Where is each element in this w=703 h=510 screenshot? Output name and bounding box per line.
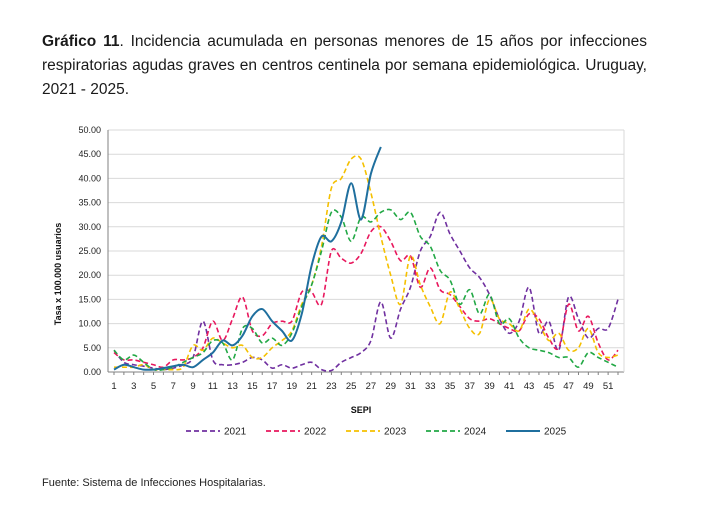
- series-line-2021: [113, 211, 619, 372]
- x-tick-label: 15: [247, 381, 258, 392]
- y-tick-label: 30.00: [78, 222, 101, 232]
- x-tick-label: 19: [287, 381, 298, 392]
- x-tick-label: 21: [306, 381, 317, 392]
- caption-text: . Incidencia acumulada en personas menor…: [42, 33, 647, 98]
- legend-label-2023: 2023: [384, 427, 407, 438]
- x-tick-label: 47: [563, 381, 574, 392]
- x-tick-label: 7: [171, 381, 176, 392]
- y-tick-label: 50.00: [78, 125, 101, 135]
- x-tick-label: 23: [326, 381, 337, 392]
- y-tick-label: 10.00: [78, 319, 101, 329]
- source-note: Fuente: Sistema de Infecciones Hospitala…: [42, 477, 266, 489]
- x-tick-label: 17: [267, 381, 278, 392]
- x-tick-label: 11: [208, 381, 218, 392]
- caption-label: Gráfico 11: [42, 33, 120, 50]
- x-tick-label: 25: [346, 381, 357, 392]
- x-tick-label: 33: [425, 381, 436, 392]
- y-axis-ticks: 0.00 5.00 10.00 15.00 20.00 25.00 30.00 35.00 40…: [78, 125, 101, 377]
- y-tick-label: 40.00: [78, 173, 101, 183]
- x-axis-label: SEPI: [351, 405, 372, 415]
- x-tick-label: 45: [544, 381, 555, 392]
- series-line-2023: [114, 155, 619, 371]
- series-line-2024: [113, 208, 619, 371]
- x-tick-label: 3: [131, 381, 136, 392]
- legend-label-2024: 2024: [464, 427, 487, 438]
- series-line-2025: [113, 146, 382, 371]
- y-tick-label: 15.00: [78, 294, 101, 304]
- y-tick-label: 25.00: [78, 246, 101, 256]
- y-tick-label: 20.00: [78, 270, 101, 280]
- y-tick-label: 5.00: [83, 343, 101, 353]
- x-tick-label: 27: [366, 381, 377, 392]
- x-tick-label: 41: [504, 381, 515, 392]
- axes: [107, 130, 625, 373]
- grid-lines: [108, 129, 624, 349]
- x-tick-label: 29: [385, 381, 396, 392]
- legend-label-2021: 2021: [224, 427, 247, 438]
- x-tick-label: 43: [524, 381, 535, 392]
- x-axis-ticks: 1 3 5 7 9 11 13 15 17 19 21 23 25 27 29 31 33 35 37 39 41 43 4…: [111, 372, 619, 392]
- series-line-2022: [113, 225, 619, 369]
- x-tick-label: 9: [190, 381, 195, 392]
- x-tick-label: 49: [583, 381, 594, 392]
- y-tick-label: 0.00: [83, 367, 101, 377]
- legend: 2021 2022 2023 2024 2025: [186, 427, 567, 438]
- x-tick-label: 37: [464, 381, 475, 392]
- figure-caption: Gráfico 11. Incidencia acumulada en pers…: [42, 30, 647, 102]
- series-lines: [113, 146, 619, 372]
- x-tick-label: 35: [445, 381, 456, 392]
- x-tick-label: 5: [151, 381, 156, 392]
- x-tick-label: 31: [405, 381, 416, 392]
- y-axis-label: Tasa x 100.000 usuarios: [53, 223, 63, 325]
- x-tick-label: 13: [227, 381, 238, 392]
- y-tick-label: 45.00: [78, 149, 101, 159]
- y-tick-label: 35.00: [78, 198, 101, 208]
- legend-label-2022: 2022: [304, 427, 327, 438]
- x-tick-label: 1: [111, 381, 116, 392]
- legend-label-2025: 2025: [544, 427, 567, 438]
- x-tick-label: 51: [603, 381, 614, 392]
- x-tick-label: 39: [484, 381, 495, 392]
- chart: 0.00 5.00 10.00 15.00 20.00 25.00 30.00 35.00 40…: [53, 125, 625, 438]
